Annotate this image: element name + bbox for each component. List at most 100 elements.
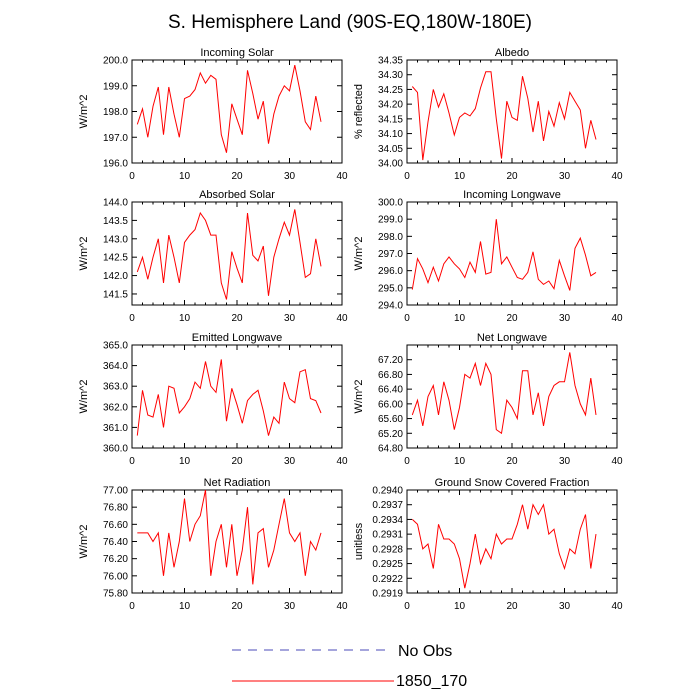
incoming-solar-xtick-label: 20 [231,171,243,182]
albedo-ytick-label: 34.25 [378,85,403,96]
net-longwave-xtick-label: 0 [404,456,410,467]
net-longwave-ytick-label: 66.00 [378,399,403,410]
albedo-series-1850-170 [411,71,597,161]
albedo-ytick-label: 34.00 [378,159,403,170]
emitted-longwave-ytick-label: 365.0 [103,341,128,352]
albedo-ytick-label: 34.20 [378,100,403,111]
net-longwave-ytick-label: 66.40 [378,385,403,396]
ground-snow-covered-fraction-title: Ground Snow Covered Fraction [435,477,590,489]
incoming-solar-ytick-label: 199.0 [103,81,128,92]
panel-net-radiation: Net Radiation W/m^2 0 10 20 30 40 75.80 76.00 76.… [78,477,348,612]
incoming-solar-title: Incoming Solar [200,47,274,59]
ground-snow-covered-fraction-xtick-label: 40 [611,601,623,612]
albedo-ytick-label: 34.30 [378,70,403,81]
emitted-longwave-title: Emitted Longwave [192,332,283,344]
albedo-xtick-label: 0 [404,171,410,182]
net-radiation-ytick-label: 76.20 [103,554,128,565]
incoming-longwave-ytick-label: 295.0 [378,283,403,294]
net-radiation-ytick-label: 75.80 [103,589,128,600]
absorbed-solar-ytick-label: 144.0 [103,198,128,209]
incoming-solar-ytick-label: 196.0 [103,159,128,170]
panel-incoming-longwave: Incoming Longwave W/m^2 0 10 20 30 40 294.0 295.… [353,189,623,324]
absorbed-solar-xtick-label: 40 [336,313,348,324]
net-longwave-xtick-label: 40 [611,456,623,467]
net-radiation-title: Net Radiation [204,477,271,489]
net-longwave-ytick-label: 64.80 [378,444,403,455]
albedo-xtick-label: 40 [611,171,623,182]
net-longwave-xtick-label: 10 [454,456,466,467]
net-radiation-xtick-label: 20 [231,601,243,612]
net-longwave-series-1850-170 [411,352,597,435]
absorbed-solar-xtick-label: 0 [129,313,135,324]
net-longwave-xtick-label: 20 [506,456,518,467]
emitted-longwave-ylabel: W/m^2 [78,380,90,414]
emitted-longwave-xtick-label: 10 [179,456,191,467]
net-longwave-ylabel: W/m^2 [353,380,365,414]
incoming-solar-ytick-label: 200.0 [103,56,128,67]
net-radiation-ytick-label: 77.00 [103,486,128,497]
ground-snow-covered-fraction-series-1850-170 [411,503,597,589]
legend-label-no-obs: No Obs [398,643,452,660]
albedo-xtick-label: 30 [559,171,571,182]
ground-snow-covered-fraction-xtick-label: 30 [559,601,571,612]
net-radiation-xtick-label: 40 [336,601,348,612]
ground-snow-covered-fraction-ytick-label: 0.2928 [372,544,403,555]
net-radiation-ytick-label: 76.40 [103,537,128,548]
absorbed-solar-xtick-label: 20 [231,313,243,324]
absorbed-solar-series-1850-170 [136,209,322,300]
panel-ground-snow-covered-fraction: Ground Snow Covered Fraction unitless 0 10 2… [353,477,623,612]
net-radiation-ytick-label: 76.60 [103,520,128,531]
incoming-longwave-ytick-label: 297.0 [378,249,403,260]
ground-snow-covered-fraction-ytick-label: 0.2937 [372,500,403,511]
legend: No Obs 1850_170 [232,643,467,690]
absorbed-solar-xtick-label: 10 [179,313,191,324]
albedo-title: Albedo [495,47,529,59]
ground-snow-covered-fraction-ytick-label: 0.2919 [372,589,403,600]
incoming-longwave-ytick-label: 300.0 [378,198,403,209]
albedo-ytick-label: 34.05 [378,144,403,155]
incoming-longwave-ytick-label: 298.0 [378,232,403,243]
emitted-longwave-xtick-label: 0 [129,456,135,467]
panel-net-longwave: Net Longwave W/m^2 0 10 20 30 40 64.80 65.20 65.6… [353,332,623,467]
incoming-longwave-xtick-label: 30 [559,313,571,324]
net-longwave-ytick-label: 65.20 [378,429,403,440]
net-radiation-ytick-label: 76.00 [103,571,128,582]
net-longwave-ytick-label: 67.20 [378,355,403,366]
figure-title: S. Hemisphere Land (90S-EQ,180W-180E) [168,12,532,33]
incoming-solar-xtick-label: 30 [284,171,296,182]
emitted-longwave-ytick-label: 360.0 [103,444,128,455]
emitted-longwave-ytick-label: 363.0 [103,382,128,393]
net-longwave-xtick-label: 30 [559,456,571,467]
emitted-longwave-ytick-label: 364.0 [103,361,128,372]
absorbed-solar-ytick-label: 143.5 [103,216,128,227]
absorbed-solar-ytick-label: 142.5 [103,253,128,264]
net-radiation-xtick-label: 10 [179,601,191,612]
ground-snow-covered-fraction-ylabel: unitless [353,522,365,560]
legend-label-1850-170: 1850_170 [396,673,467,690]
albedo-ytick-label: 34.35 [378,56,403,67]
albedo-xtick-label: 10 [454,171,466,182]
ground-snow-covered-fraction-xtick-label: 20 [506,601,518,612]
albedo-ytick-label: 34.10 [378,129,403,140]
incoming-longwave-xtick-label: 40 [611,313,623,324]
incoming-longwave-xtick-label: 0 [404,313,410,324]
absorbed-solar-ytick-label: 141.5 [103,289,128,300]
net-longwave-title: Net Longwave [477,332,547,344]
absorbed-solar-title: Absorbed Solar [199,189,275,201]
ground-snow-covered-fraction-ytick-label: 0.2931 [372,530,403,541]
emitted-longwave-ytick-label: 361.0 [103,423,128,434]
albedo-ytick-label: 34.15 [378,114,403,125]
incoming-longwave-title: Incoming Longwave [463,189,561,201]
emitted-longwave-series-1850-170 [136,359,322,436]
incoming-solar-xtick-label: 10 [179,171,191,182]
absorbed-solar-ylabel: W/m^2 [78,237,90,271]
net-radiation-ytick-label: 76.80 [103,503,128,514]
emitted-longwave-ytick-label: 362.0 [103,402,128,413]
incoming-longwave-xtick-label: 20 [506,313,518,324]
albedo-xtick-label: 20 [506,171,518,182]
ground-snow-covered-fraction-xtick-label: 0 [404,601,410,612]
panel-emitted-longwave: Emitted Longwave W/m^2 0 10 20 30 40 360.0 361.0… [78,332,348,467]
panels: Incoming Solar W/m^2 0 10 20 30 40 196.0 197.0 19… [78,47,623,612]
panel-albedo: Albedo % reflected 0 10 20 30 40 34.00 34.05 34.1… [353,47,623,182]
